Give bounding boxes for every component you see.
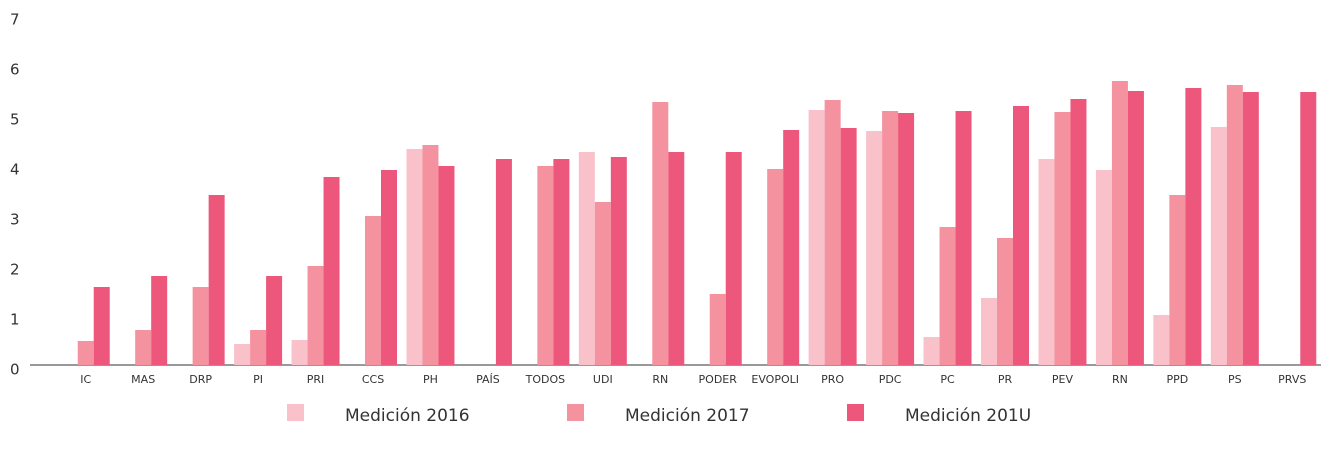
bar	[323, 177, 340, 365]
x-tick-label: PDC	[879, 373, 902, 386]
x-tick-label: PS	[1228, 373, 1242, 386]
bar	[808, 110, 825, 365]
legend-swatch	[287, 404, 304, 421]
bar	[208, 195, 225, 365]
bar	[438, 166, 455, 365]
x-tick-label: UDI	[593, 373, 613, 386]
y-tick-label: 1	[10, 311, 20, 329]
bar	[594, 202, 611, 365]
y-tick-label: 3	[10, 211, 20, 229]
bar	[1070, 99, 1087, 365]
x-tick-label: TODOS	[525, 373, 566, 386]
bar	[1054, 112, 1071, 365]
bar	[307, 266, 324, 365]
x-tick-label: DRP	[189, 373, 212, 386]
bar	[1185, 88, 1202, 365]
legend-swatch	[567, 404, 584, 421]
bar	[1127, 91, 1144, 365]
bar	[725, 152, 742, 365]
bar	[381, 170, 397, 365]
bar	[1095, 170, 1112, 365]
x-tick-label: CCS	[362, 373, 384, 386]
legend-swatch	[847, 404, 864, 421]
x-tick-label: PRVS	[1278, 373, 1306, 386]
x-tick-label: EVOPOLI	[751, 373, 799, 386]
x-tick-label: PRI	[307, 373, 325, 386]
y-tick-label: 0	[10, 361, 20, 379]
bar	[668, 152, 685, 365]
x-tick-label: IC	[80, 373, 91, 386]
bar	[652, 102, 669, 365]
x-tick-label: PODER	[699, 373, 738, 386]
bar	[1111, 81, 1128, 365]
bar	[77, 341, 94, 365]
bar	[997, 238, 1013, 365]
bar	[767, 169, 784, 365]
bar	[537, 166, 554, 365]
bar	[365, 216, 381, 365]
x-tick-label: PAÍS	[476, 373, 500, 386]
bar	[955, 111, 972, 365]
x-tick-label: PRO	[821, 373, 844, 386]
y-tick-label: 7	[10, 11, 20, 29]
bar	[923, 337, 940, 365]
bar	[1013, 106, 1029, 365]
legend-label: Medición 201U	[905, 406, 1031, 426]
bar	[1153, 315, 1170, 365]
x-tick-label: PPD	[1166, 373, 1188, 386]
bar	[495, 159, 512, 365]
y-tick-label: 2	[10, 261, 20, 279]
bar	[250, 330, 267, 365]
bar	[406, 149, 423, 365]
bar	[840, 128, 857, 365]
x-tick-label: RN	[1112, 373, 1128, 386]
bar	[866, 131, 883, 365]
bar	[882, 111, 899, 365]
x-tick-label: MAS	[131, 373, 155, 386]
bar	[709, 294, 726, 365]
bar	[151, 276, 168, 365]
bar	[939, 227, 956, 365]
y-tick-label: 4	[10, 161, 20, 179]
bar	[234, 344, 251, 365]
bar	[422, 145, 439, 365]
bar	[1210, 127, 1227, 365]
bar	[553, 159, 570, 365]
x-tick-label: RN	[652, 373, 668, 386]
bar	[291, 340, 308, 365]
bar	[135, 330, 152, 365]
legend-label: Medición 2016	[345, 406, 470, 426]
legend-label: Medición 2017	[625, 406, 750, 426]
bar	[192, 287, 209, 365]
x-tick-label: PH	[423, 373, 438, 386]
bar	[783, 130, 800, 365]
bar	[1038, 159, 1055, 365]
y-tick-label: 5	[10, 111, 20, 129]
x-tick-label: PEV	[1052, 373, 1074, 386]
x-tick-label: PI	[253, 373, 263, 386]
bar	[898, 113, 915, 365]
x-tick-label: PC	[940, 373, 955, 386]
bar	[1300, 92, 1317, 365]
bar	[578, 152, 595, 365]
bar	[824, 100, 841, 365]
x-tick-label: PR	[998, 373, 1013, 386]
bar	[266, 276, 283, 365]
bar	[1242, 92, 1259, 365]
bar	[1169, 195, 1186, 365]
bar	[93, 287, 110, 365]
bar	[981, 298, 997, 365]
bar	[1226, 85, 1243, 365]
bar	[610, 157, 627, 365]
y-tick-label: 6	[10, 61, 20, 79]
